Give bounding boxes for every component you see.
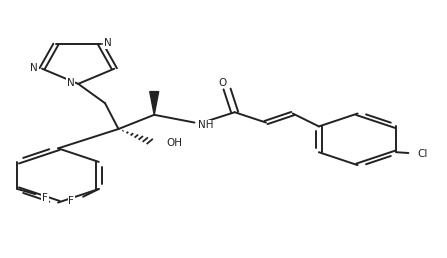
Text: N: N (104, 38, 112, 48)
Text: F: F (68, 196, 74, 206)
Text: Cl: Cl (417, 149, 428, 158)
Text: O: O (219, 78, 227, 87)
Text: NH: NH (198, 120, 214, 130)
Text: N: N (30, 63, 38, 73)
Text: OH: OH (167, 138, 183, 148)
Text: F: F (42, 193, 48, 203)
Text: N: N (67, 78, 75, 87)
Polygon shape (150, 92, 159, 115)
